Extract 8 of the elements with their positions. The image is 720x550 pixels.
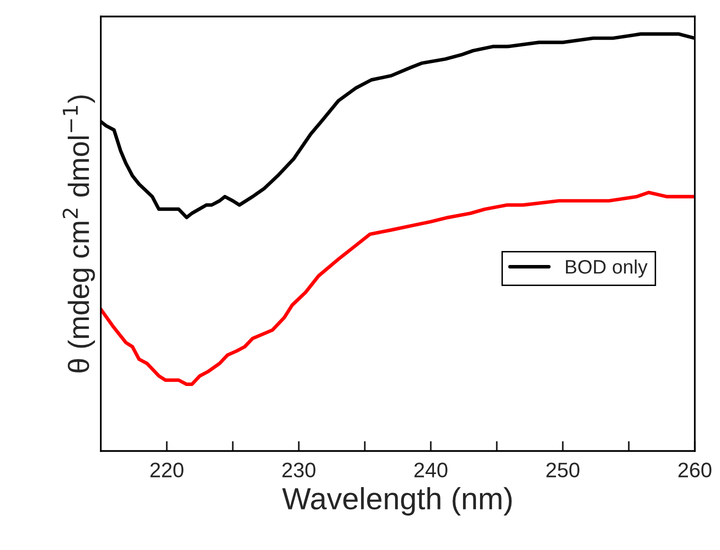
x-tick-label: 240: [414, 462, 448, 478]
y-axis-title: θ (mdeg cm$^{2}$ dmol$^{−1}$): [62, 95, 95, 372]
x-tick-label: 250: [546, 462, 580, 478]
x-axis-title: Wavelength (nm): [282, 487, 512, 516]
x-tick-label: 220: [150, 462, 184, 478]
legend-label: BOD only: [566, 259, 648, 278]
x-tick-label: 230: [282, 462, 316, 478]
x-tick-label: 260: [678, 462, 712, 478]
